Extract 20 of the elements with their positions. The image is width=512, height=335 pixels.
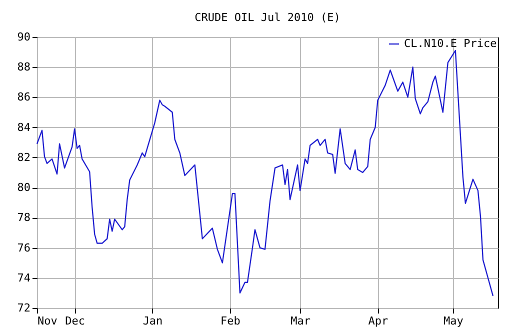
x-tick-label: May xyxy=(443,314,464,328)
y-tick-label: 84 xyxy=(17,120,31,134)
y-tick-label: 86 xyxy=(17,90,30,104)
y-tick-label: 80 xyxy=(17,181,30,194)
x-tick-label: Feb xyxy=(220,314,240,328)
x-tick-label: Mar xyxy=(290,314,311,328)
y-tick-label: 88 xyxy=(17,60,30,74)
y-tick-label: 82 xyxy=(17,150,30,164)
y-tick-label: 76 xyxy=(17,241,30,254)
chart-title: CRUDE OIL Jul 2010 (E) xyxy=(194,11,340,24)
legend-label: CL.N10.E Price xyxy=(404,37,497,50)
y-tick-label: 74 xyxy=(17,271,31,284)
x-tick-label: Apr xyxy=(368,314,389,328)
line-series xyxy=(36,50,494,297)
x-tick-label: Nov xyxy=(38,314,58,328)
y-tick-label: 72 xyxy=(17,302,30,314)
x-tick-label: Jan xyxy=(142,314,163,328)
y-tick-label: 90 xyxy=(17,30,30,44)
y-tick-label: 78 xyxy=(17,211,30,224)
x-tick-label: Dec xyxy=(65,314,86,328)
